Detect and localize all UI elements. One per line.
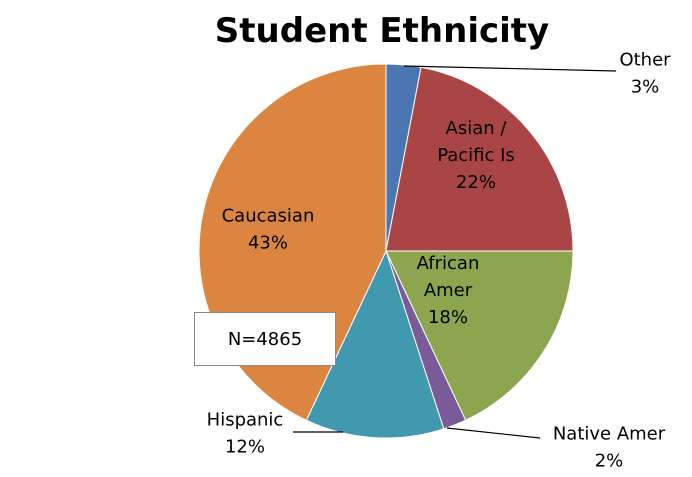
sample-size-box: N=4865 bbox=[194, 312, 336, 366]
slice-label-hispanic: Hispanic 12% bbox=[207, 410, 284, 458]
sample-size-label: N=4865 bbox=[227, 328, 303, 350]
slice-label-caucasian: Caucasian 43% bbox=[222, 206, 315, 254]
chart-title: Student Ethnicity bbox=[215, 11, 549, 51]
slice-label-other: Other 3% bbox=[619, 50, 671, 98]
leader-line-native-amer bbox=[446, 427, 541, 439]
pie-slice-african-amer bbox=[385, 250, 574, 421]
slice-label-native-amer: Native Amer 2% bbox=[553, 424, 666, 472]
leader-lines bbox=[293, 65, 617, 439]
leader-line-other bbox=[403, 65, 617, 72]
pie-slice-hispanic bbox=[305, 249, 445, 439]
slice-labels: Other 3% Asian / Pacific Is 22% African Amer 18… bbox=[207, 50, 671, 472]
pie-slice-asian-pacific-is bbox=[385, 66, 574, 252]
slice-label-african-amer: African Amer 18% bbox=[417, 253, 480, 328]
slice-label-asian-pacific-is: Asian / Pacific Is 22% bbox=[437, 118, 515, 193]
